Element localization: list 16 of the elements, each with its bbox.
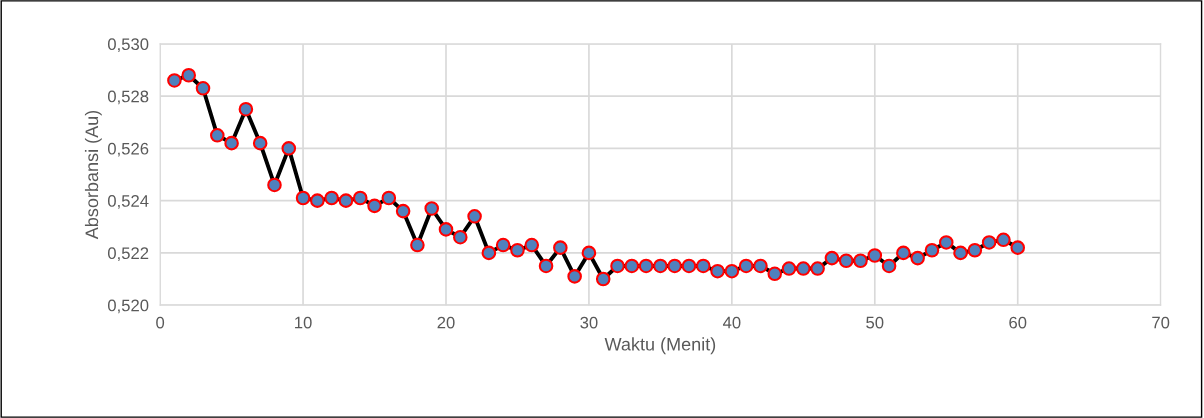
x-tick-label: 30 [580,316,598,329]
y-tick-label: 0,524 [107,195,149,209]
y-tick-label: 0,530 [107,38,149,53]
x-tick-label: 0 [156,316,165,329]
x-tick-label: 20 [437,316,455,329]
x-tick-label: 40 [722,316,741,329]
y-axis-title: Absorbansi (Au) [84,110,102,240]
y-tick-label: 0,528 [107,90,149,105]
x-tick-label: 70 [1152,316,1170,329]
x-axis-title: Waktu (Menit) [604,337,716,355]
y-tick-label: 0,522 [107,247,149,262]
y-tick-label: 0,520 [107,299,149,314]
x-tick-label: 60 [1009,316,1027,329]
x-tick-label: 50 [866,316,884,329]
y-tick-label: 0,526 [107,142,149,157]
x-tick-label: 10 [295,316,312,329]
